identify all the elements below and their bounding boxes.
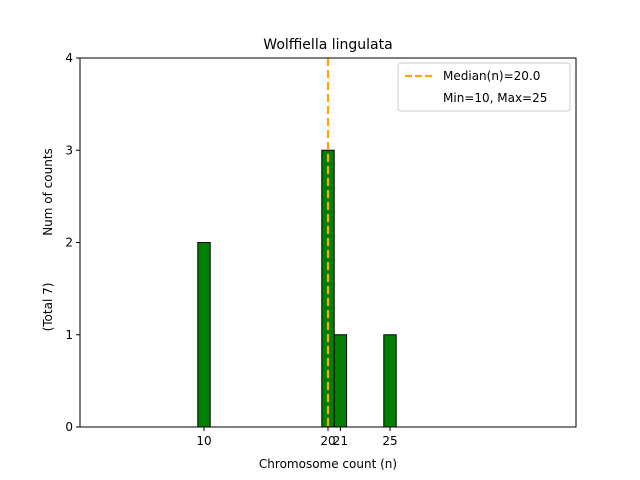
bars-group bbox=[197, 149, 428, 428]
y-tick-label: 4 bbox=[65, 51, 73, 65]
y-tick-label: 2 bbox=[65, 236, 73, 250]
legend: Median(n)=20.0 Min=10, Max=25 bbox=[397, 62, 571, 112]
legend-range-label: Min=10, Max=25 bbox=[443, 91, 547, 105]
y-axis-label: Num of counts (Total 7) bbox=[41, 148, 55, 331]
y-tick-label: 3 bbox=[65, 143, 73, 157]
bar-25 bbox=[383, 334, 397, 428]
legend-box bbox=[397, 62, 571, 112]
x-axis-label: Chromosome count (n) bbox=[259, 457, 397, 471]
bar-21 bbox=[333, 334, 348, 428]
x-tick-label: 21 bbox=[333, 434, 348, 448]
x-tick-label: 10 bbox=[196, 434, 211, 448]
y-axis-label-main: Num of counts bbox=[41, 148, 55, 236]
y-axis-label-total: (Total 7) bbox=[41, 283, 55, 332]
x-tick-label: 25 bbox=[382, 434, 397, 448]
chart-title: Wolffiella lingulata bbox=[263, 37, 392, 53]
y-ticks: 0 1 2 3 4 bbox=[65, 51, 80, 434]
y-tick-label: 0 bbox=[65, 420, 73, 434]
bar-10 bbox=[197, 242, 211, 428]
y-tick-label: 1 bbox=[65, 328, 73, 342]
x-tick-label: 20 bbox=[320, 434, 335, 448]
legend-median-label: Median(n)=20.0 bbox=[443, 69, 540, 83]
